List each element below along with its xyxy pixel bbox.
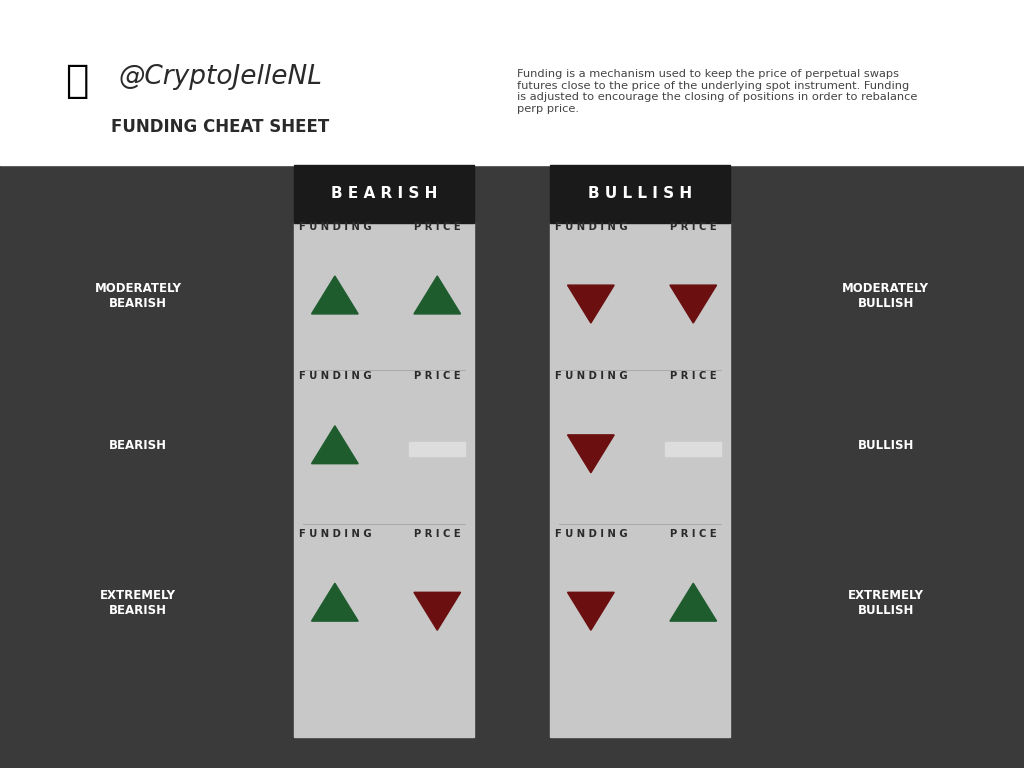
Text: F U N D I N G: F U N D I N G	[299, 221, 371, 232]
Bar	[0, 0, 1024, 165]
Text: MODERATELY
BULLISH: MODERATELY BULLISH	[843, 282, 929, 310]
Polygon shape	[414, 592, 461, 631]
Text: FUNDING CHEAT SHEET: FUNDING CHEAT SHEET	[111, 118, 330, 136]
Bar	[295, 165, 473, 223]
Text: F U N D I N G: F U N D I N G	[555, 528, 627, 539]
Text: P R I C E: P R I C E	[670, 528, 717, 539]
Text: P R I C E: P R I C E	[670, 221, 717, 232]
Polygon shape	[670, 583, 717, 621]
Polygon shape	[414, 276, 461, 314]
Polygon shape	[567, 592, 614, 631]
Polygon shape	[670, 285, 717, 323]
Polygon shape	[567, 435, 614, 473]
Bar	[551, 165, 729, 223]
Bar	[409, 442, 465, 456]
Text: B E A R I S H: B E A R I S H	[331, 187, 437, 201]
Polygon shape	[311, 425, 358, 464]
Text: F U N D I N G: F U N D I N G	[299, 371, 371, 382]
Text: EXTREMELY
BEARISH: EXTREMELY BEARISH	[100, 589, 176, 617]
Text: BEARISH: BEARISH	[110, 439, 167, 452]
Text: EXTREMELY
BULLISH: EXTREMELY BULLISH	[848, 589, 924, 617]
Text: P R I C E: P R I C E	[414, 221, 461, 232]
Polygon shape	[567, 285, 614, 323]
Text: F U N D I N G: F U N D I N G	[299, 528, 371, 539]
Bar	[666, 442, 722, 456]
Text: @CryptoJelleNL: @CryptoJelleNL	[118, 64, 323, 90]
Text: F U N D I N G: F U N D I N G	[555, 221, 627, 232]
Text: Funding is a mechanism used to keep the price of perpetual swaps
futures close t: Funding is a mechanism used to keep the …	[517, 69, 918, 114]
Polygon shape	[311, 583, 358, 621]
Polygon shape	[311, 276, 358, 314]
Text: MODERATELY
BEARISH: MODERATELY BEARISH	[95, 282, 181, 310]
Bar	[551, 223, 729, 737]
Text: F U N D I N G: F U N D I N G	[555, 371, 627, 382]
Text: P R I C E: P R I C E	[670, 371, 717, 382]
Text: BULLISH: BULLISH	[857, 439, 914, 452]
Text: P R I C E: P R I C E	[414, 528, 461, 539]
Text: B U L L I S H: B U L L I S H	[588, 187, 692, 201]
Bar	[295, 223, 473, 737]
Text: P R I C E: P R I C E	[414, 371, 461, 382]
Bar	[0, 165, 1024, 768]
Text: 🐦: 🐦	[66, 61, 88, 100]
